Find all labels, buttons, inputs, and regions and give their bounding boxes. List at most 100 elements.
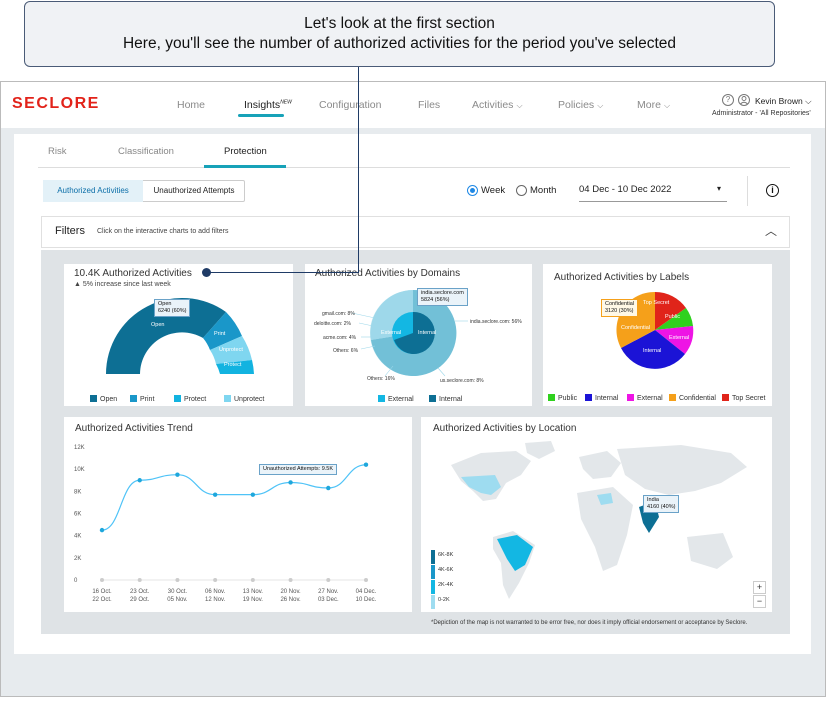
trend-point[interactable] [212,492,218,497]
print-slice[interactable] [203,312,242,350]
zoom-in-button[interactable]: + [753,581,766,594]
legend-external[interactable]: External [627,394,663,402]
x-tick-label: 06 Nov. [205,589,226,595]
x-tick-label: 23 Oct. [130,589,150,595]
legend-internal[interactable]: Internal [429,395,462,403]
europe-region[interactable] [579,451,621,479]
authorized-donut-chart[interactable]: Open Print Unprotect Protect [64,290,293,406]
y-tick-label: 10K [74,467,85,473]
tab-classification[interactable]: Classification [118,146,174,157]
x-tick [137,578,142,582]
internal-inner-slice[interactable] [394,311,435,354]
scale-label: 4K-6K [438,567,454,573]
labels-tooltip: Confidential 3120 (30%) [601,299,639,317]
info-icon[interactable]: i [766,184,779,197]
user-avatar-icon[interactable] [738,94,750,106]
domain-tooltip: india.seclore.com 5824 (56%) [417,288,468,306]
protect-slice[interactable] [216,360,254,374]
unprotect-slice[interactable] [210,336,252,364]
public-slice[interactable] [655,308,693,330]
internal-swatch [585,394,592,401]
nav-files[interactable]: Files [418,99,441,111]
top-navbar [1,82,825,128]
trend-point[interactable] [288,480,293,485]
callout-line-2: Here, you'll see the number of authorize… [122,35,677,52]
tab-protection[interactable]: Protection [224,146,267,157]
asia-region[interactable] [617,445,747,495]
legend-open[interactable]: Open [90,395,117,403]
tour-callout: Let's look at the first section Here, yo… [24,1,775,67]
world-map[interactable] [421,435,772,610]
greenland-region[interactable] [525,441,555,459]
middle-east-region[interactable] [597,493,613,505]
seclore-logo[interactable]: SECLORE [12,95,100,112]
help-icon[interactable]: ? [722,94,734,106]
trend-point[interactable] [326,485,331,491]
print-swatch [130,395,137,402]
y-tick-label: 6K [74,512,81,518]
legend-protect[interactable]: Protect [174,395,206,403]
nav-home[interactable]: Home [177,99,206,111]
unauthorized-attempts-toggle[interactable]: Unauthorized Attempts [153,186,235,195]
legend-internal[interactable]: Internal [585,394,618,402]
zoom-out-button[interactable]: − [753,595,766,608]
usa-region[interactable] [461,475,501,495]
open-tooltip: Open 6240 (60%) [154,299,191,317]
y-tick-label: 8K [74,489,81,495]
x-tick-label: 04 Dec. [356,589,377,595]
authorized-activities-toggle[interactable]: Authorized Activities [43,180,143,202]
user-menu[interactable]: Kevin Brown ⌵ [755,96,812,106]
x-tick-label: 26 Nov. [280,597,301,603]
trend-point[interactable] [137,478,142,483]
week-label[interactable]: Week [481,185,506,196]
legend-external[interactable]: External [378,395,414,403]
tab-divider [38,167,790,168]
open-slice[interactable] [106,297,226,374]
new-badge: NEW [280,99,292,106]
nav-insights[interactable]: InsightsNEW [244,99,292,111]
slice-label: External [669,335,689,341]
legend-print[interactable]: Print [130,395,154,403]
legend-unprotect[interactable]: Unprotect [224,395,264,403]
outer-label: india.seclore.com: 56% [470,319,522,325]
x-tick-label: 29 Oct. [130,597,150,603]
trend-point[interactable] [175,472,180,477]
brazil-region[interactable] [497,535,533,571]
trend-card[interactable] [64,417,412,612]
australia-region[interactable] [687,533,733,569]
x-tick-label: 30 Oct. [168,589,188,595]
nav-activities[interactable]: Activities ⌵ [472,99,523,111]
callout-anchor-dot [202,268,211,277]
slice-label: Internal [643,348,661,354]
tab-risk[interactable]: Risk [48,146,67,157]
change-indicator: ▲ 5% increase since last week [74,281,171,288]
trend-point[interactable] [363,462,369,467]
y-tick-label: 4K [74,534,81,540]
week-radio[interactable] [467,185,478,196]
nav-more[interactable]: More ⌵ [637,99,671,111]
nav-policies[interactable]: Policies ⌵ [558,99,604,111]
labels-pie-chart[interactable]: Top Secret Public External Internal Conf… [543,278,772,390]
month-radio[interactable] [516,185,527,196]
trend-point[interactable] [99,527,105,533]
authorized-activities-card[interactable] [64,264,293,406]
internal-slice[interactable] [621,330,685,369]
trend-line-chart[interactable]: 12K 10K 8K 6K 4K 2K 0 16 Oct. 22 Oct. 23 Oct. 29 O… [64,417,412,612]
top-secret-slice[interactable] [655,292,686,330]
slice-label: Confidential [621,325,650,331]
africa-region[interactable] [577,487,633,571]
legend-confidential[interactable]: Confidential [669,394,716,402]
chevron-up-icon[interactable]: ︿ [765,224,778,238]
date-range-select[interactable]: 04 Dec - 10 Dec 2022 ▾ [579,184,727,202]
x-tick [100,578,104,582]
legend-public[interactable]: Public [548,394,577,402]
chevron-down-icon: ▾ [716,184,721,193]
filters-bar[interactable] [41,216,790,248]
trend-point[interactable] [250,492,256,497]
outer-label: acme.com: 4% [323,335,357,341]
month-label[interactable]: Month [530,185,557,196]
external-slice[interactable] [655,326,694,354]
nav-configuration[interactable]: Configuration [319,99,382,111]
legend-top-secret[interactable]: Top Secret [722,394,765,402]
domains-donut-chart[interactable]: External Internal gmail.com: 8% deloitte… [305,278,532,394]
